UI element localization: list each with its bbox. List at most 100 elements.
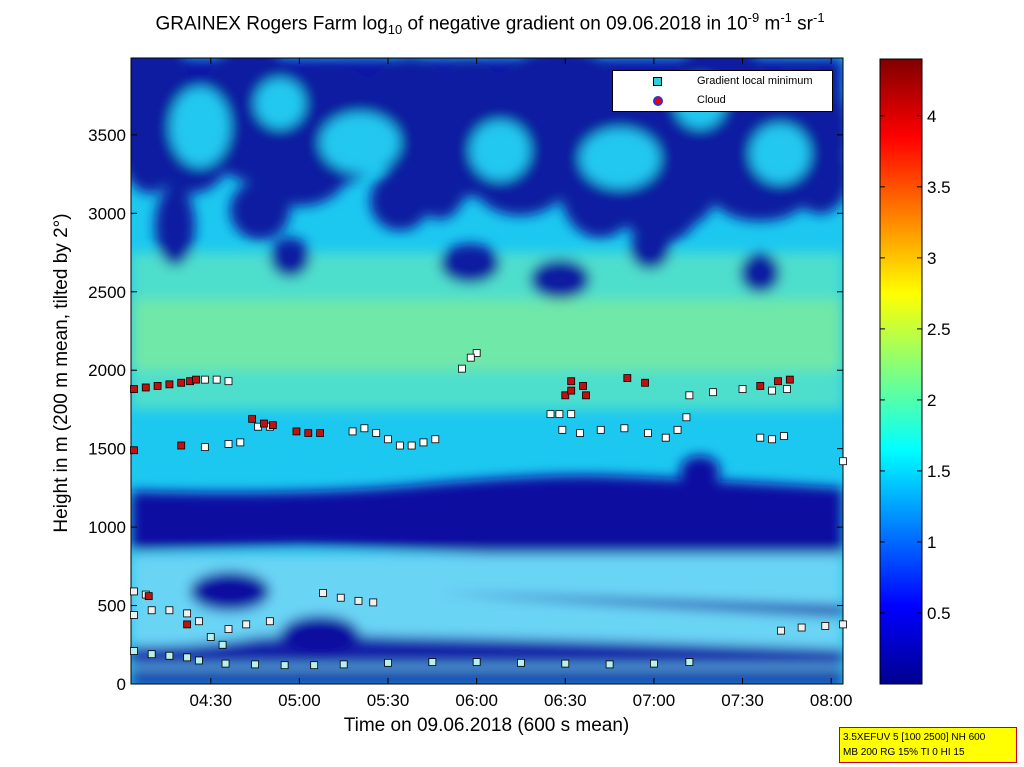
gradient-minimum-point xyxy=(200,443,209,451)
x-tick-label: 05:00 xyxy=(278,691,321,710)
gradient-minimum-point xyxy=(336,593,345,602)
square-marker-icon xyxy=(653,77,662,86)
gradient-minimum-point xyxy=(218,640,227,649)
cloud-point xyxy=(177,441,186,450)
gradient-minimum-point xyxy=(195,617,203,626)
gradient-minimum-point xyxy=(165,606,174,615)
gradient-minimum-point xyxy=(212,375,221,384)
x-tick-label: 08:00 xyxy=(810,691,853,710)
gradient-minimum-point xyxy=(354,596,363,605)
x-tick-label: 04:30 xyxy=(189,691,232,710)
gradient-minimum-point xyxy=(682,413,691,422)
gradient-minimum-point xyxy=(369,598,378,607)
cloud-point xyxy=(623,374,632,382)
colorbar-tick-label: 4 xyxy=(927,107,936,126)
gradient-minimum-point xyxy=(147,650,156,659)
colorbar-tick-label: 3 xyxy=(927,249,936,268)
heat-dark-cell xyxy=(660,124,720,225)
cloud-point xyxy=(567,386,576,395)
gradient-minimum-point xyxy=(673,425,682,434)
heat-bottom-dark xyxy=(131,669,843,684)
gradient-minimum-point xyxy=(756,433,765,442)
heat-dark-cell xyxy=(155,185,195,266)
cloud-point xyxy=(141,383,150,392)
gradient-minimum-point xyxy=(242,620,251,629)
gradient-minimum-point xyxy=(768,386,776,395)
gradient-minimum-point xyxy=(407,441,416,450)
heat-dark-cell xyxy=(230,180,290,241)
cloud-point xyxy=(292,427,301,436)
cloud-point xyxy=(567,377,576,386)
gradient-minimum-point xyxy=(555,410,564,419)
gradient-minimum-point xyxy=(821,622,830,630)
heat-dark-cell xyxy=(270,237,310,278)
y-tick-label: 3000 xyxy=(88,204,126,223)
gradient-minimum-point xyxy=(339,660,348,669)
x-tick-label: 07:30 xyxy=(721,691,764,710)
gradient-minimum-point xyxy=(384,658,392,667)
heat-band-light xyxy=(131,299,843,371)
colorbar-tick-label: 0.5 xyxy=(927,604,951,623)
gradient-minimum-point xyxy=(265,617,274,626)
heat-dark-cell xyxy=(680,455,720,486)
gradient-minimum-point xyxy=(319,589,327,597)
heat-cyan-cell xyxy=(255,78,305,129)
heatmap-field xyxy=(131,58,843,684)
gradient-minimum-point xyxy=(777,626,785,635)
colorbar-tick-label: 1.5 xyxy=(927,462,951,481)
cloud-point xyxy=(641,378,649,387)
cloud-point xyxy=(130,385,138,393)
gradient-minimum-point xyxy=(596,425,605,434)
cloud-point xyxy=(316,429,324,437)
cloud-point xyxy=(183,620,192,629)
circle-marker-icon xyxy=(653,96,663,106)
heat-dark-band xyxy=(131,475,843,561)
y-tick-label: 1000 xyxy=(88,518,126,537)
heat-dark-cell xyxy=(440,243,500,284)
info-line-1: 3.5XEFUV 5 [100 2500] NH 600 xyxy=(843,732,986,743)
gradient-minimum-point xyxy=(780,432,788,441)
cloud-point xyxy=(192,375,200,384)
legend: Gradient local minimum Cloud xyxy=(612,70,833,112)
legend-entry-cloud: Cloud xyxy=(613,92,832,110)
gradient-minimum-point xyxy=(130,611,138,619)
x-axis: 04:30 05:00 05:30 06:00 06:30 07:00 07:30 08:00 xyxy=(189,58,852,710)
gradient-minimum-point xyxy=(280,661,289,670)
y-tick-label: 500 xyxy=(98,597,126,616)
heat-dark-cell xyxy=(190,571,270,612)
gradient-minimum-point xyxy=(558,425,567,434)
gradient-minimum-point xyxy=(372,429,381,437)
heat-cyan-cell xyxy=(580,128,660,189)
gradient-minimum-point xyxy=(224,377,233,386)
colorbar-axis: 0.5 1 1.5 2 2.5 3 3.5 4 xyxy=(880,107,951,623)
gradient-minimum-point xyxy=(839,620,847,629)
colorbar-tick-label: 2.5 xyxy=(927,320,951,339)
cloud-point xyxy=(579,382,587,390)
markers xyxy=(130,349,847,670)
gradient-minimum-point xyxy=(782,385,791,393)
cloud-point xyxy=(756,382,765,390)
gradient-minimum-point xyxy=(224,440,233,448)
cloud-point xyxy=(248,414,257,423)
x-tick-label: 06:30 xyxy=(544,691,587,710)
gradient-minimum-point xyxy=(661,433,670,442)
gradient-minimum-point xyxy=(431,435,440,444)
heat-cyan-cell xyxy=(170,87,230,168)
gradient-minimum-point xyxy=(620,424,629,433)
gradient-minimum-point xyxy=(200,375,209,384)
cloud-point xyxy=(304,429,313,437)
gradient-minimum-point xyxy=(130,587,138,596)
colorbar xyxy=(879,58,923,685)
y-axis: 0 500 1000 1500 2000 2500 3000 3500 xyxy=(88,126,843,694)
cloud-point xyxy=(165,380,174,389)
gradient-minimum-point xyxy=(472,658,481,666)
gradient-minimum-point xyxy=(709,388,717,397)
gradient-minimum-point xyxy=(466,353,475,362)
gradient-minimum-point xyxy=(130,647,138,655)
gradient-minimum-point xyxy=(546,410,555,419)
gradient-minimum-point xyxy=(768,435,776,444)
gradient-minimum-point xyxy=(236,438,245,447)
gradient-minimum-point xyxy=(561,659,570,668)
heat-dark-cell xyxy=(630,229,670,270)
